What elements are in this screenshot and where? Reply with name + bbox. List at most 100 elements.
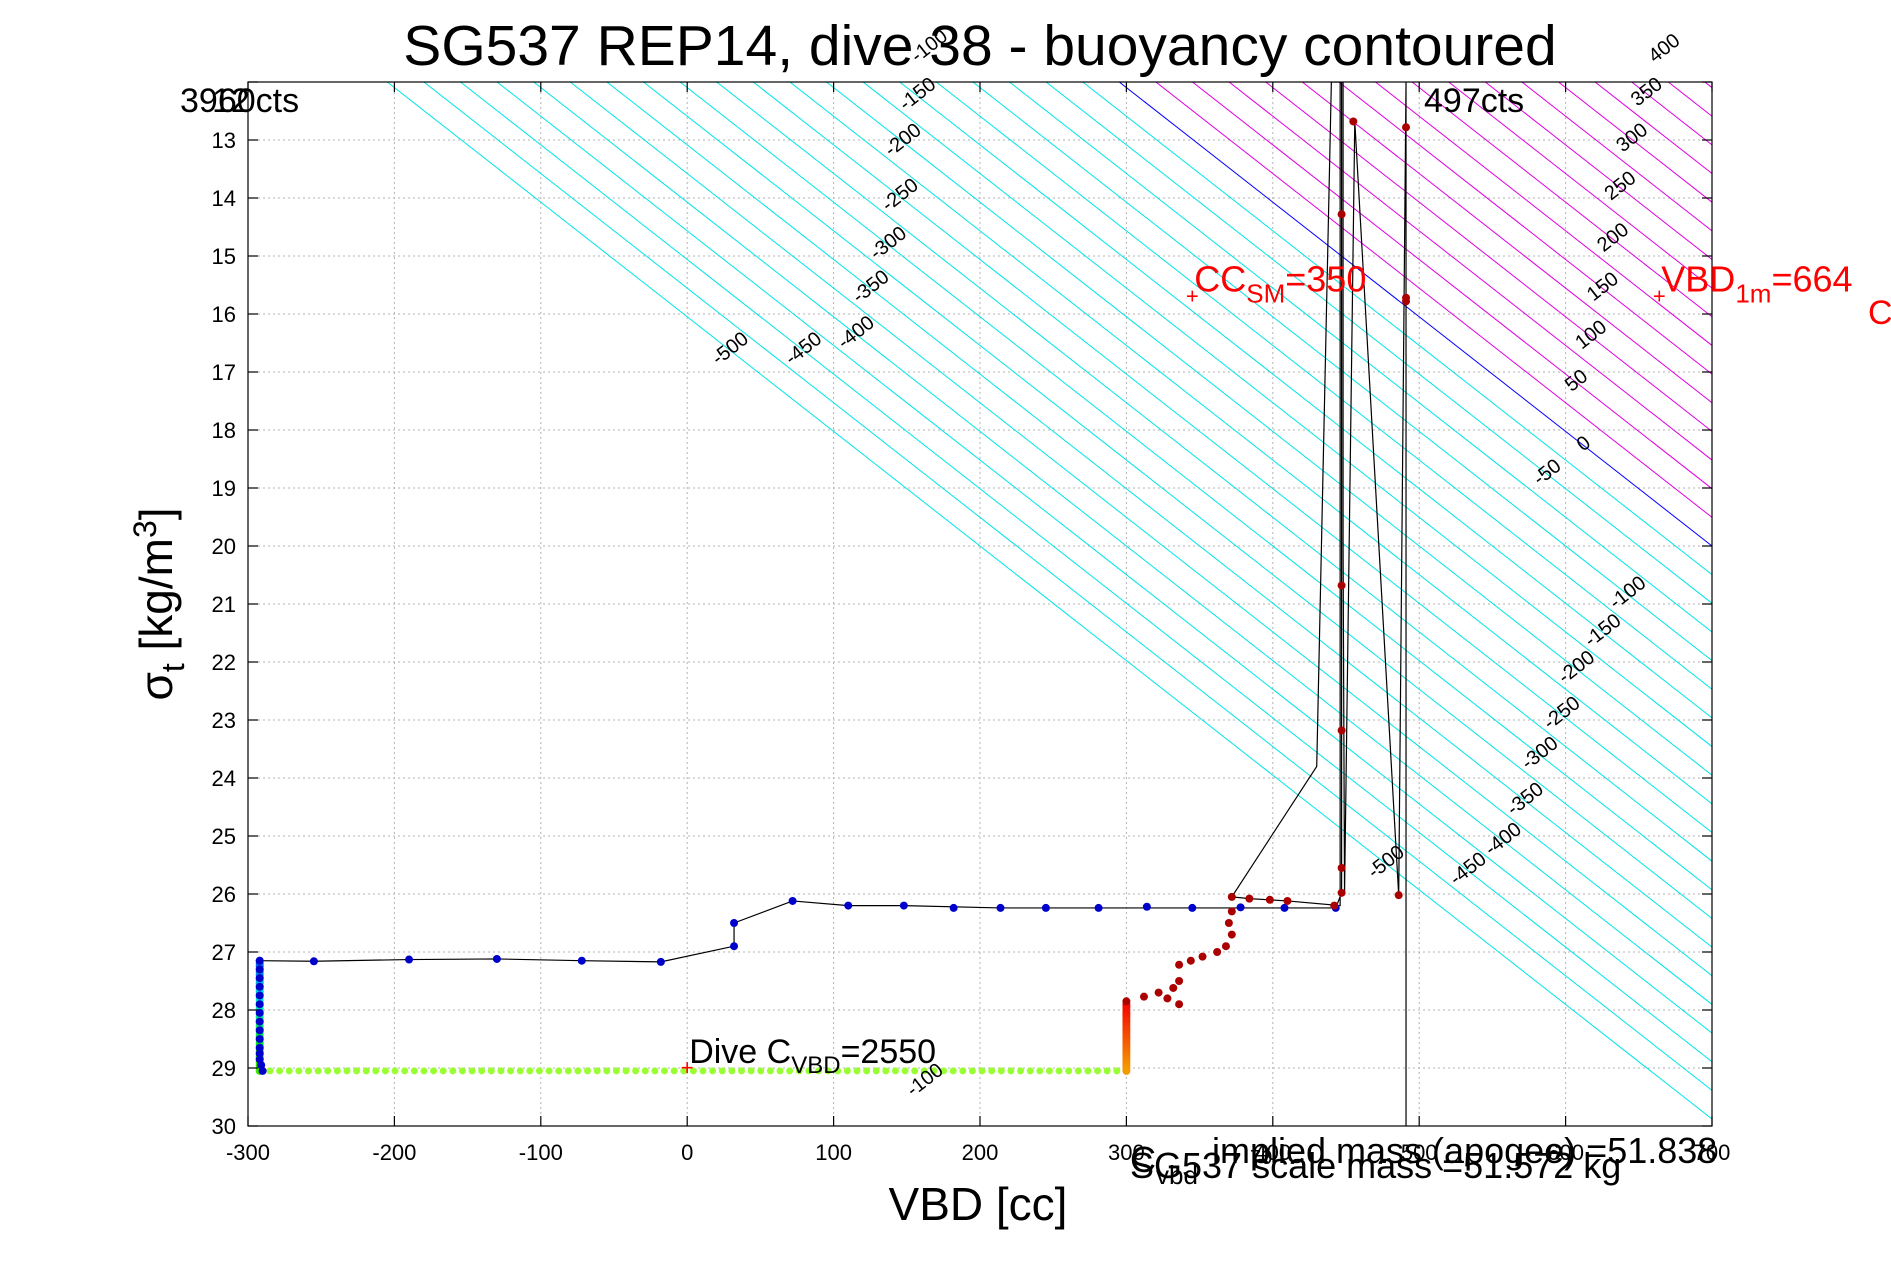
data-point-green <box>1113 1067 1121 1075</box>
data-point-green <box>709 1067 717 1075</box>
data-point <box>656 957 665 966</box>
data-point <box>1227 907 1236 916</box>
contour-line <box>386 82 1712 1120</box>
data-point-green <box>295 1067 303 1075</box>
y-label-unit: [kg/m <box>130 538 182 663</box>
chart-title: SG537 REP14, dive 38 - buoyancy contoure… <box>403 14 1556 78</box>
data-point-green <box>863 1067 871 1075</box>
data-point-green <box>901 1067 909 1075</box>
bottom-overlap-c-main: C <box>1130 1139 1156 1180</box>
y-tick-label: 19 <box>212 476 236 501</box>
data-point <box>1236 903 1245 912</box>
data-point <box>1142 902 1151 911</box>
data-point-green <box>487 1067 495 1075</box>
data-point-green <box>574 1067 582 1075</box>
y-axis-label: σt [kg/m3] <box>127 507 191 700</box>
data-point-green <box>940 1067 948 1075</box>
data-point-green <box>266 1067 274 1075</box>
bottom-overlap-c: Cvbd <box>1130 1139 1198 1190</box>
data-point <box>492 954 501 963</box>
data-point <box>1186 956 1195 965</box>
data-point-green <box>1017 1067 1025 1075</box>
data-point <box>1337 888 1346 897</box>
top-left-cts-label: 3960cts <box>180 82 299 120</box>
top-right-cts-label: 497cts <box>1424 82 1524 120</box>
data-point <box>1221 942 1230 951</box>
data-point-green <box>1074 1067 1082 1075</box>
contour-line <box>752 82 1712 833</box>
data-point <box>255 1055 264 1064</box>
vbd-1m-trailing: C <box>1868 294 1891 332</box>
data-point-green <box>949 1067 957 1075</box>
data-point <box>255 1026 264 1035</box>
data-point-green <box>324 1067 332 1075</box>
contour-line <box>1228 82 1712 461</box>
data-point <box>899 901 908 910</box>
x-tick-label: 200 <box>962 1140 999 1165</box>
data-point <box>255 1017 264 1026</box>
data-point <box>1213 948 1222 956</box>
x-tick-label: 600 <box>1547 1140 1584 1165</box>
data-point <box>1139 992 1148 1001</box>
data-point-green <box>612 1067 620 1075</box>
data-point-green <box>343 1067 351 1075</box>
y-tick-label: 30 <box>212 1114 236 1139</box>
y-tick-label: 25 <box>212 824 236 849</box>
y-tick-label: 17 <box>212 360 236 385</box>
contour-line <box>1338 82 1712 375</box>
y-axis-ticks: 13 14 15 16 17 18 19 20 21 22 23 24 25 26 27 28 29 30 <box>212 81 1712 1139</box>
data-point-green <box>449 1067 457 1075</box>
contour-line <box>1008 82 1712 633</box>
data-point-green <box>978 1067 986 1075</box>
data-point-green <box>391 1067 399 1075</box>
cc-sm-annotation-marker: + <box>1186 284 1199 309</box>
data-point-green <box>891 1067 899 1075</box>
data-point <box>255 982 264 991</box>
data-points <box>255 117 1411 1075</box>
y-tick-label: 24 <box>212 766 236 791</box>
data-point <box>788 896 797 905</box>
data-point-green <box>458 1067 466 1075</box>
contour-line <box>1045 82 1712 604</box>
data-point-green <box>988 1067 996 1075</box>
data-point <box>1224 919 1233 927</box>
data-point <box>255 965 264 974</box>
y-tick-label: 20 <box>212 534 236 559</box>
contour-line <box>423 82 1712 1091</box>
data-point <box>996 903 1005 912</box>
data-point-green <box>843 1067 851 1075</box>
y-label-sub: t <box>155 663 191 672</box>
data-point-green <box>1055 1067 1063 1075</box>
data-point <box>405 955 414 964</box>
contour-line <box>1411 82 1712 318</box>
data-point <box>1122 997 1131 1006</box>
dive-c-vbd-annotation-value: =2550 <box>841 1033 937 1071</box>
x-axis-label: VBD [cc] <box>889 1178 1068 1230</box>
contour-line <box>789 82 1712 805</box>
data-point-green <box>728 1067 736 1075</box>
data-point-green <box>680 1067 688 1075</box>
y-tick-label: 28 <box>212 998 236 1023</box>
data-point <box>1198 952 1207 961</box>
vbd-1m-annotation-value: =664 <box>1771 259 1852 300</box>
bottom-overlap-c-sub: vbd <box>1156 1160 1198 1190</box>
contour-line <box>496 82 1712 1034</box>
x-tick-label: 400 <box>1254 1140 1291 1165</box>
y-label-sigma: σ <box>130 672 182 700</box>
data-point <box>1175 977 1184 985</box>
data-point-green <box>1103 1067 1111 1075</box>
data-point <box>255 991 264 1000</box>
data-point-green <box>786 1067 794 1075</box>
contour-line <box>642 82 1712 919</box>
data-point-green <box>1065 1067 1073 1075</box>
data-point-green <box>651 1067 659 1075</box>
data-point-green <box>1036 1067 1044 1075</box>
data-point <box>255 1049 264 1058</box>
data-point <box>1280 903 1289 912</box>
data-point-green <box>285 1067 293 1075</box>
data-point <box>1394 891 1403 900</box>
cc-sm-annotation: CCSM=350 <box>1194 259 1366 309</box>
contour-line <box>1374 82 1712 346</box>
